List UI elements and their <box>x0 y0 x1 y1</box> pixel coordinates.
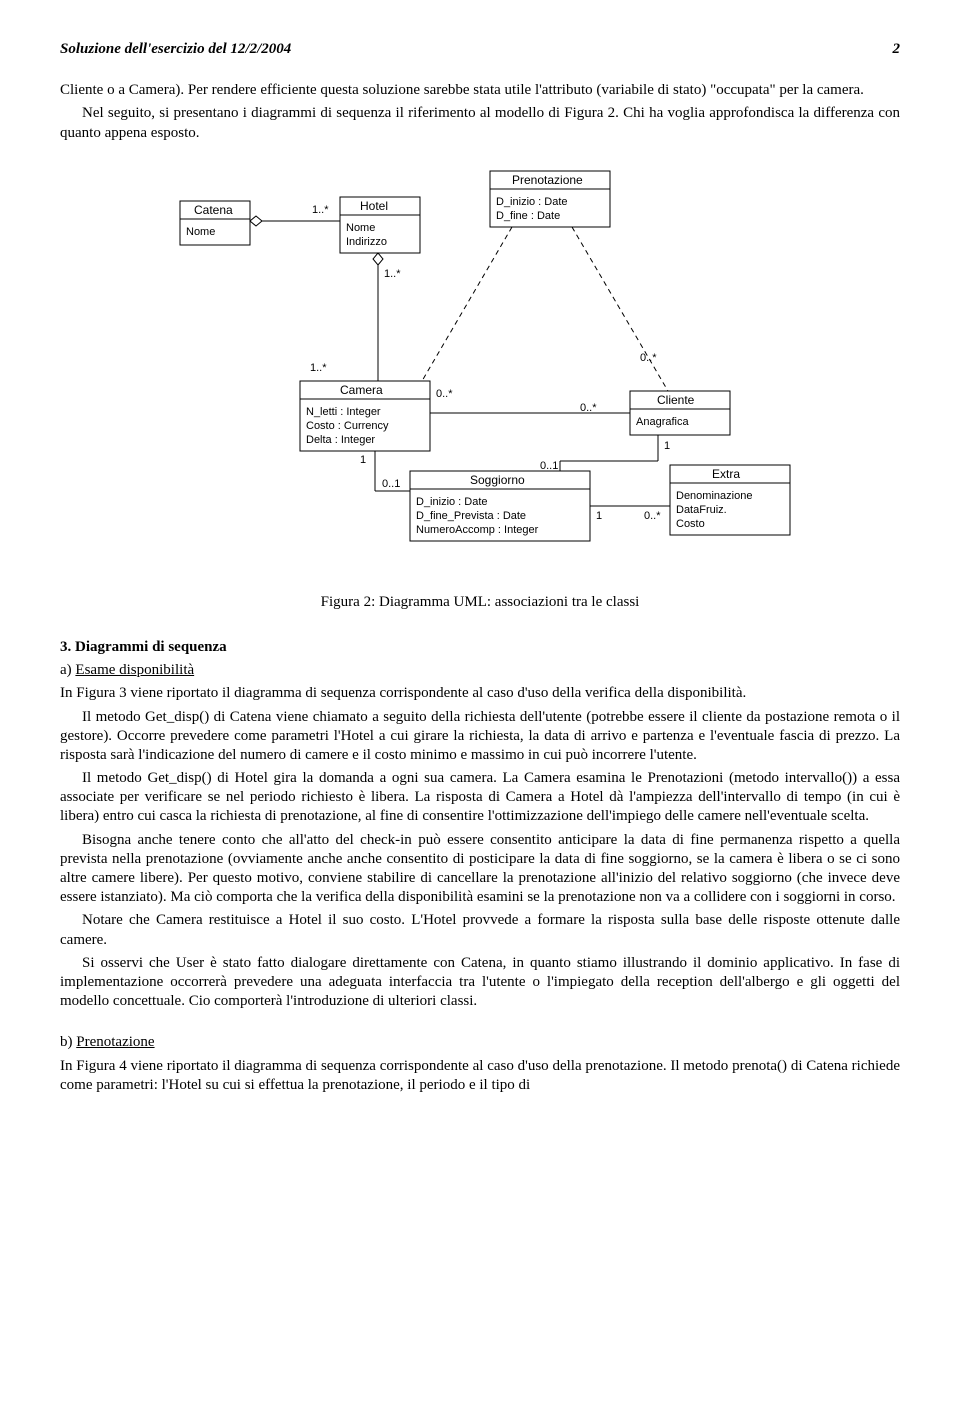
svg-text:Denominazione: Denominazione <box>676 490 752 502</box>
svg-text:Anagrafica: Anagrafica <box>636 416 689 428</box>
section3-heading-text: 3. Diagrammi di sequenza <box>60 639 227 655</box>
svg-text:Nome: Nome <box>346 222 375 234</box>
section3-heading: 3. Diagrammi di sequenza <box>60 638 900 657</box>
svg-text:NumeroAccomp : Integer: NumeroAccomp : Integer <box>416 524 539 536</box>
section3a-p3: Il metodo Get_disp() di Hotel gira la do… <box>60 769 900 827</box>
class-soggiorno: Soggiorno D_inizio : Date D_fine_Previst… <box>410 471 590 541</box>
class-prenotazione: Prenotazione D_inizio : Date D_fine : Da… <box>490 171 610 227</box>
mult-pren-cliente-b: 0..* <box>580 402 597 414</box>
class-hotel: Hotel Nome Indirizzo <box>340 197 420 253</box>
svg-text:Indirizzo: Indirizzo <box>346 236 387 248</box>
mult-sogg-cliente-b: 1 <box>664 440 670 452</box>
section3b-title: b) Prenotazione <box>60 1034 155 1050</box>
section3a-p2: Il metodo Get_disp() di Catena viene chi… <box>60 708 900 766</box>
svg-text:D_fine_Prevista : Date: D_fine_Prevista : Date <box>416 510 526 522</box>
mult-pren-cliente-a: 0..* <box>640 352 657 364</box>
section3a-p6: Si osservi che User è stato fatto dialog… <box>60 954 900 1012</box>
svg-text:Nome: Nome <box>186 226 215 238</box>
figure2-caption: Figura 2: Diagramma UML: associazioni tr… <box>60 593 900 612</box>
aggregation-diamond-catena <box>250 216 262 226</box>
section3b-title-line: b) Prenotazione <box>60 1033 900 1052</box>
mult-sogg-extra-a: 1 <box>596 510 602 522</box>
class-camera: Camera N_letti : Integer Costo : Currenc… <box>300 381 430 451</box>
svg-text:D_inizio : Date: D_inizio : Date <box>416 496 488 508</box>
intro-p2: Nel seguito, si presentano i diagrammi d… <box>60 104 900 142</box>
svg-text:Catena: Catena <box>194 203 233 217</box>
mult-camera-sogg-b: 0..1 <box>382 478 400 490</box>
section3a-p4: Bisogna anche tenere conto che all'atto … <box>60 831 900 908</box>
mult-catena-hotel: 1..* <box>312 204 329 216</box>
svg-text:Cliente: Cliente <box>657 393 695 407</box>
aggregation-diamond-hotel <box>373 253 383 265</box>
svg-text:Camera: Camera <box>340 383 383 397</box>
section3b-title-underlined: Prenotazione <box>76 1034 154 1050</box>
section3a-title-line: a) Esame disponibilità <box>60 661 900 680</box>
svg-text:Extra: Extra <box>712 467 740 481</box>
section3a-title-underlined: Esame disponibilità <box>75 662 194 678</box>
header-page-number: 2 <box>893 40 901 59</box>
svg-text:Delta : Integer: Delta : Integer <box>306 434 375 446</box>
svg-text:Soggiorno: Soggiorno <box>470 473 525 487</box>
page-header: Soluzione dell'esercizio del 12/2/2004 2 <box>60 40 900 59</box>
class-cliente: Cliente Anagrafica <box>630 391 730 435</box>
svg-text:Costo: Costo <box>676 518 705 530</box>
mult-sogg-cliente-a: 0..1 <box>540 460 558 472</box>
section3a-title: a) Esame disponibilità <box>60 662 194 678</box>
mult-camera-sogg-a: 1 <box>360 454 366 466</box>
section3a-p5: Notare che Camera restituisce a Hotel il… <box>60 911 900 949</box>
mult-hotel-camera-top: 1..* <box>384 268 401 280</box>
uml-svg: Catena Nome Hotel Nome Indirizzo Prenota… <box>160 161 800 581</box>
intro-p1: Cliente o a Camera). Per rendere efficie… <box>60 81 900 100</box>
svg-text:D_inizio : Date: D_inizio : Date <box>496 196 568 208</box>
class-extra: Extra Denominazione DataFruiz. Costo <box>670 465 790 535</box>
section3b-p1: In Figura 4 viene riportato il diagramma… <box>60 1057 900 1095</box>
svg-text:N_letti : Integer: N_letti : Integer <box>306 406 381 418</box>
assoc-prenotazione-camera <box>422 227 512 381</box>
assoc-prenotazione-cliente <box>572 227 668 391</box>
svg-text:Costo : Currency: Costo : Currency <box>306 420 389 432</box>
section3a-p1: In Figura 3 viene riportato il diagramma… <box>60 684 900 703</box>
figure2-uml-diagram: Catena Nome Hotel Nome Indirizzo Prenota… <box>60 161 900 581</box>
class-catena: Catena Nome <box>180 201 250 245</box>
svg-text:Hotel: Hotel <box>360 199 388 213</box>
mult-hotel-camera-bottom: 1..* <box>310 362 327 374</box>
mult-sogg-extra-b: 0..* <box>644 510 661 522</box>
mult-camera-pren: 0..* <box>436 388 453 400</box>
svg-text:DataFruiz.: DataFruiz. <box>676 504 727 516</box>
svg-text:D_fine : Date: D_fine : Date <box>496 210 560 222</box>
svg-text:Prenotazione: Prenotazione <box>512 173 583 187</box>
header-title: Soluzione dell'esercizio del 12/2/2004 <box>60 40 291 59</box>
